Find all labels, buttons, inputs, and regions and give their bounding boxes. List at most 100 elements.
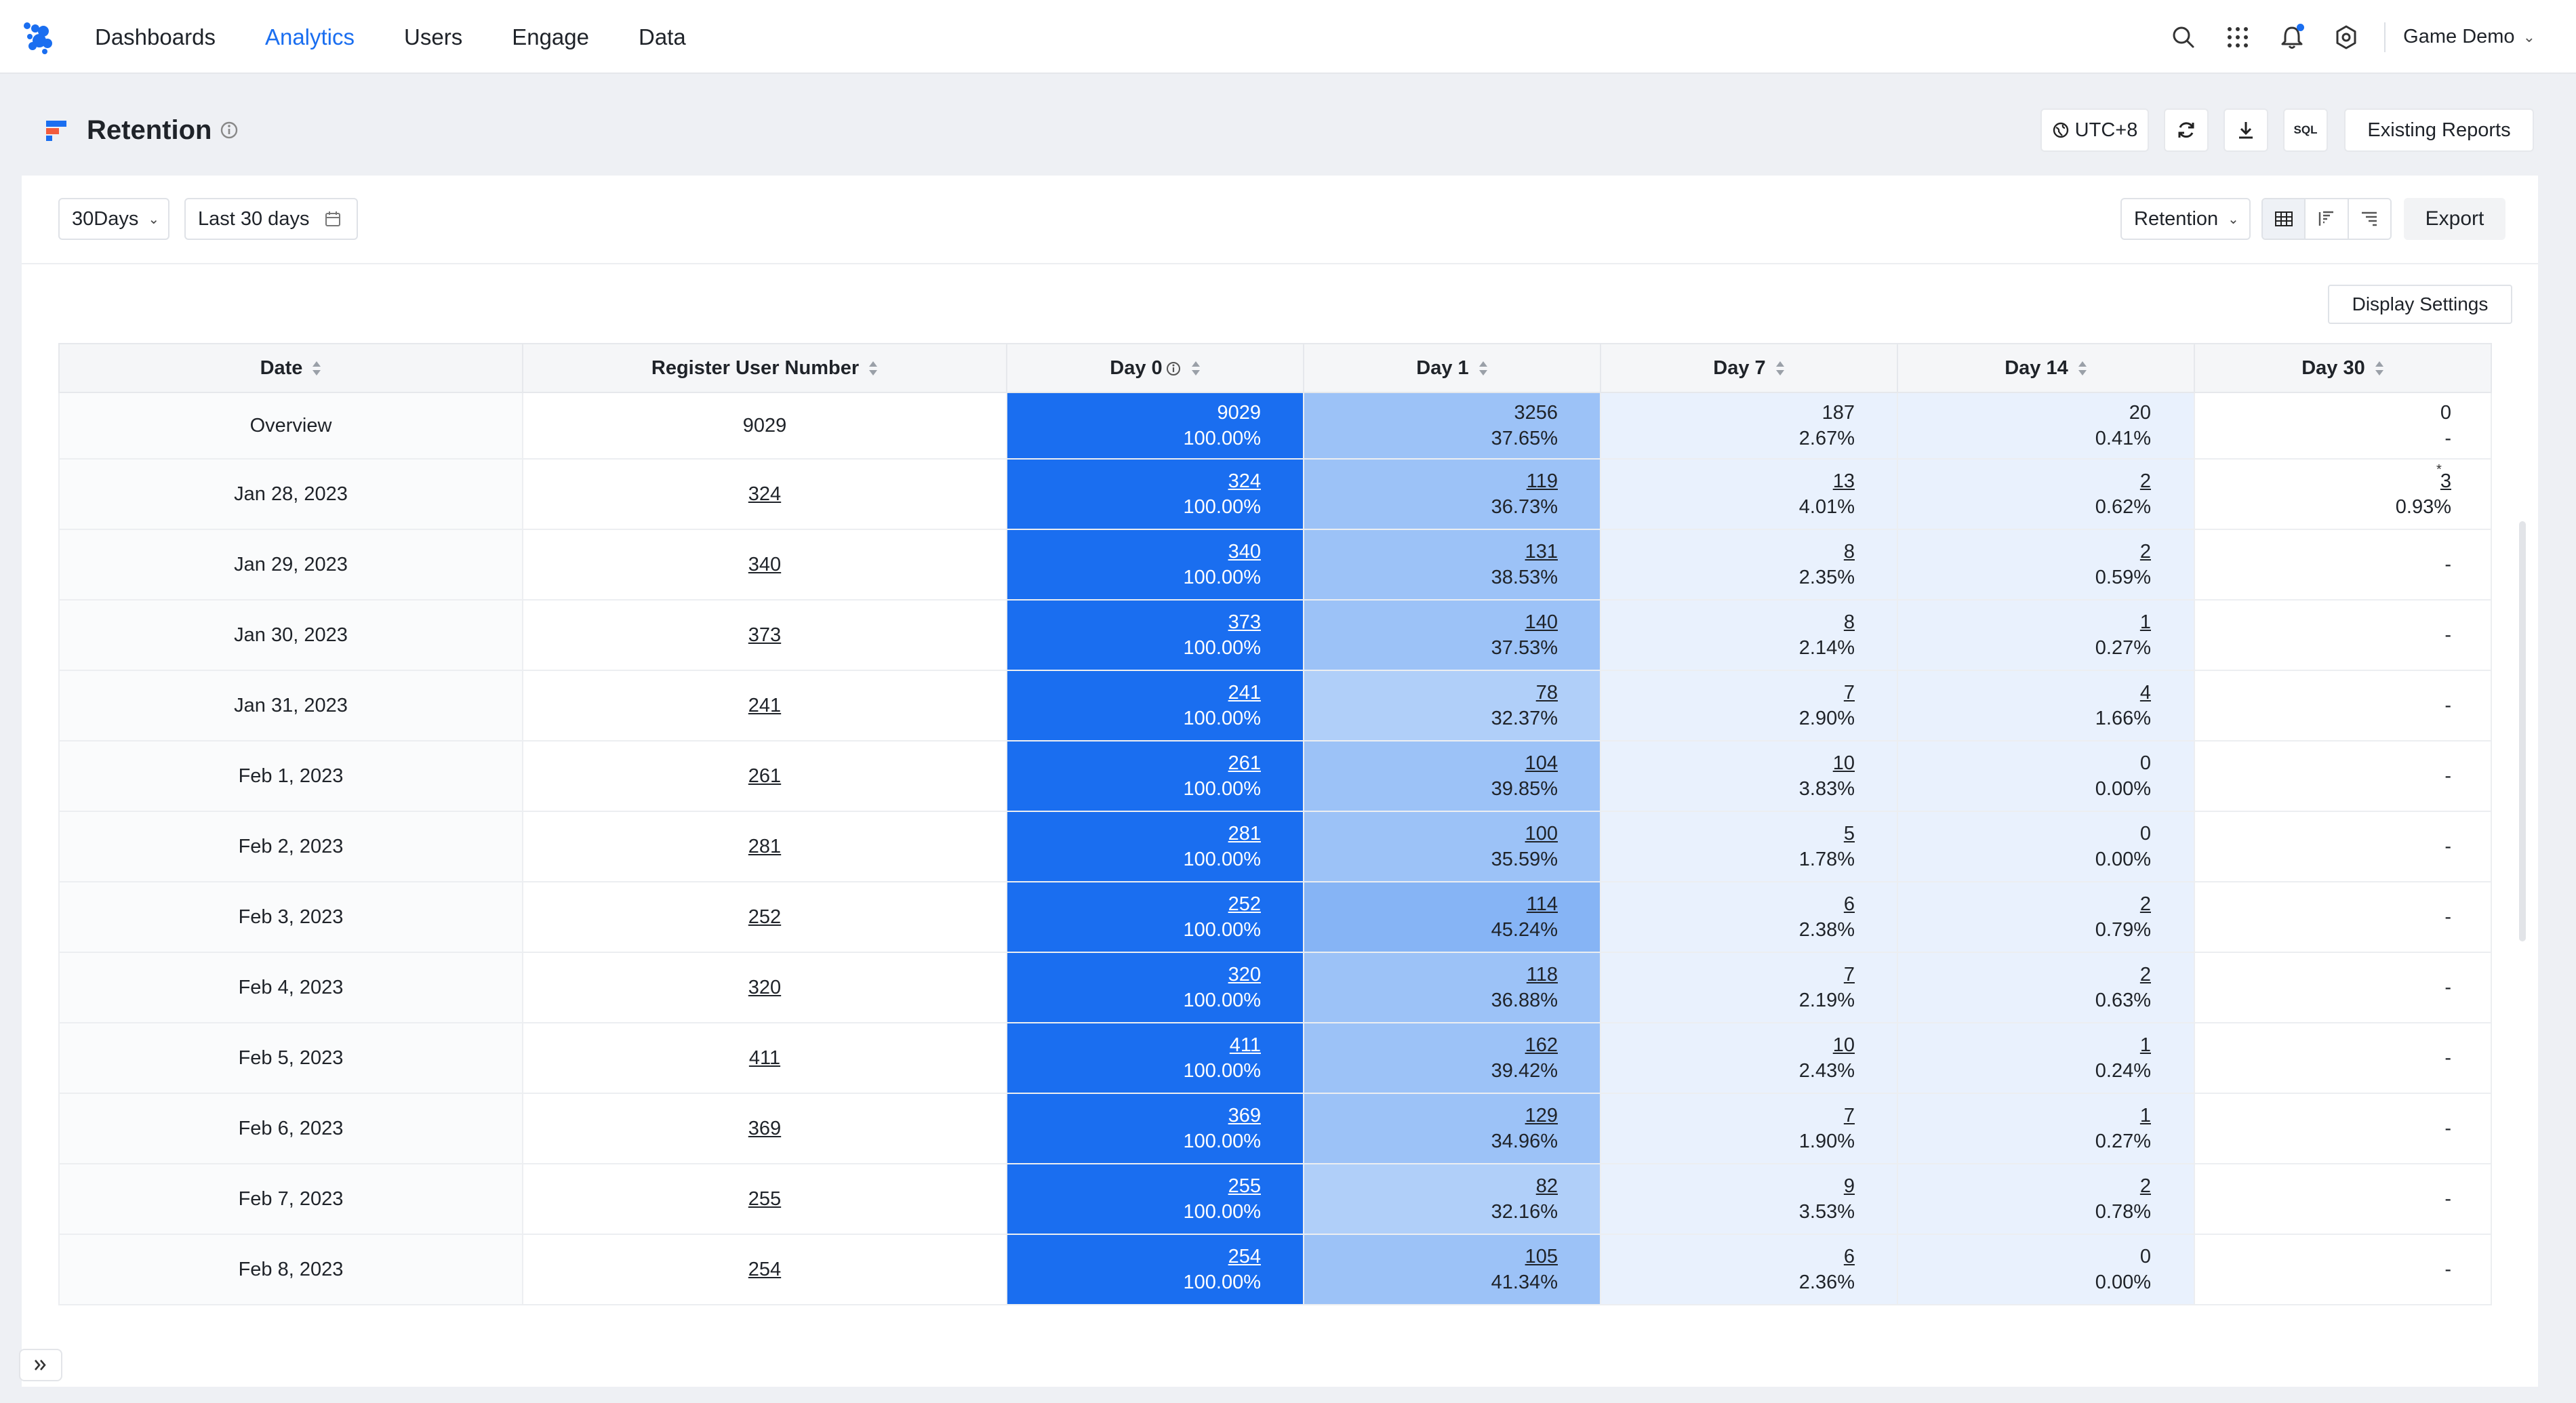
metric-select[interactable]: Retention ⌄ [2120, 198, 2251, 240]
retention-count-text[interactable]: 1 [2139, 1105, 2151, 1126]
retention-count[interactable]: 131 [1346, 539, 1558, 565]
register-user-value[interactable]: 281 [748, 835, 782, 857]
retention-count[interactable]: 129 [1346, 1103, 1558, 1128]
date-range-picker[interactable]: Last 30 days [184, 198, 358, 240]
retention-count-text[interactable]: 129 [1525, 1105, 1558, 1126]
retention-count-text[interactable]: 10 [1832, 752, 1855, 774]
retention-count-text[interactable]: 10 [1832, 1034, 1855, 1056]
retention-count-text[interactable]: 2 [2139, 964, 2151, 985]
retention-count-text[interactable]: 13 [1832, 470, 1855, 492]
retention-count[interactable]: 118 [1346, 962, 1558, 988]
retention-count[interactable]: 7 [1643, 1103, 1855, 1128]
retention-count[interactable]: 281 [1049, 821, 1261, 847]
retention-count[interactable]: 2 [1941, 962, 2151, 988]
retention-count[interactable]: 320 [1049, 962, 1261, 988]
nav-item-data[interactable]: Data [638, 24, 686, 49]
nav-item-users[interactable]: Users [404, 24, 463, 49]
retention-count[interactable]: 140 [1346, 609, 1558, 635]
register-user-cell[interactable]: 320 [523, 952, 1007, 1023]
register-user-cell[interactable]: 261 [523, 741, 1007, 812]
retention-count-text[interactable]: 131 [1525, 541, 1558, 563]
retention-count[interactable]: 241 [1049, 680, 1261, 706]
retention-count-text[interactable]: 241 [1228, 682, 1261, 704]
retention-count[interactable]: 162 [1346, 1032, 1558, 1058]
column-header-register-user-number[interactable]: Register User Number [523, 343, 1007, 393]
table-view-button[interactable] [2263, 199, 2306, 239]
timezone-button[interactable]: UTC+8 [2040, 108, 2149, 152]
nav-item-engage[interactable]: Engage [512, 24, 589, 49]
info-icon[interactable] [220, 121, 239, 140]
retention-count-text[interactable]: 1 [2139, 1034, 2151, 1056]
retention-count-text[interactable]: 104 [1525, 752, 1558, 774]
retention-count-text[interactable]: 3 [2440, 470, 2451, 492]
retention-count-text[interactable]: 5 [1843, 823, 1855, 845]
retention-count-text[interactable]: 261 [1228, 752, 1261, 774]
bell-icon[interactable] [2276, 21, 2308, 54]
retention-count[interactable]: 10 [1643, 750, 1855, 776]
retention-count-text[interactable]: 105 [1525, 1246, 1558, 1267]
retention-count[interactable]: 255 [1049, 1173, 1261, 1199]
retention-count-text[interactable]: 78 [1535, 682, 1558, 704]
register-user-value[interactable]: 252 [748, 906, 782, 928]
register-user-value[interactable]: 254 [748, 1258, 782, 1280]
retention-count[interactable]: 1 [1941, 1103, 2151, 1128]
apps-grid-icon[interactable] [2221, 21, 2254, 54]
retention-count[interactable]: 261 [1049, 750, 1261, 776]
column-header-day-7[interactable]: Day 7 [1601, 343, 1898, 393]
nav-item-dashboards[interactable]: Dashboards [95, 24, 216, 49]
retention-count-text[interactable]: 9 [1843, 1175, 1855, 1197]
retention-count[interactable]: 82 [1346, 1173, 1558, 1199]
retention-count[interactable]: 7 [1643, 680, 1855, 706]
retention-count[interactable]: 411 [1049, 1032, 1261, 1058]
expand-sidebar-button[interactable] [19, 1349, 62, 1381]
retention-count-text[interactable]: 114 [1526, 893, 1558, 915]
sort-icon[interactable] [2375, 361, 2384, 377]
retention-count[interactable]: 78 [1346, 680, 1558, 706]
register-user-cell[interactable]: 252 [523, 882, 1007, 953]
retention-count-text[interactable]: 411 [1229, 1034, 1261, 1056]
retention-count[interactable]: 114 [1346, 891, 1558, 917]
retention-count-text[interactable]: 373 [1228, 611, 1261, 633]
register-user-cell[interactable]: 255 [523, 1164, 1007, 1235]
retention-count-text[interactable]: 2 [2139, 1175, 2151, 1197]
retention-count-text[interactable]: 324 [1228, 470, 1261, 492]
retention-count[interactable]: 6 [1643, 891, 1855, 917]
retention-count-text[interactable]: 2 [2139, 893, 2151, 915]
retention-count[interactable]: 8 [1643, 609, 1855, 635]
retention-count[interactable]: 9 [1643, 1173, 1855, 1199]
retention-count[interactable]: 2 [1941, 891, 2151, 917]
retention-count[interactable]: 373 [1049, 609, 1261, 635]
retention-count[interactable]: 1 [1941, 609, 2151, 635]
retention-count-text[interactable]: 8 [1843, 541, 1855, 563]
retention-count[interactable]: 2 [1941, 1173, 2151, 1199]
register-user-cell[interactable]: 411 [523, 1023, 1007, 1094]
sort-icon[interactable] [1775, 361, 1785, 377]
retention-count-text[interactable]: 7 [1843, 1105, 1855, 1126]
retention-count[interactable]: 324 [1049, 468, 1261, 494]
retention-count-text[interactable]: 320 [1228, 964, 1261, 985]
register-user-value[interactable]: 241 [748, 694, 782, 716]
retention-count-text[interactable]: 6 [1843, 1246, 1855, 1267]
register-user-cell[interactable]: 254 [523, 1234, 1007, 1305]
register-user-cell[interactable]: 373 [523, 600, 1007, 671]
retention-count-text[interactable]: 281 [1228, 823, 1261, 845]
retention-count[interactable]: 2 [1941, 468, 2151, 494]
retention-count-text[interactable]: 7 [1843, 964, 1855, 985]
register-user-value[interactable]: 324 [748, 483, 782, 505]
retention-count[interactable]: 5 [1643, 821, 1855, 847]
app-logo-icon[interactable] [20, 20, 56, 56]
project-switcher[interactable]: Game Demo ⌄ [2403, 26, 2535, 48]
register-user-value[interactable]: 411 [748, 1046, 781, 1069]
retention-count[interactable]: 1 [1941, 1032, 2151, 1058]
retention-count-text[interactable]: 340 [1228, 541, 1261, 563]
cohort-chart-view-button[interactable] [2306, 199, 2349, 239]
register-user-value[interactable]: 340 [748, 553, 782, 575]
retention-count-text[interactable]: 8 [1843, 611, 1855, 633]
settings-icon[interactable] [2330, 21, 2362, 54]
retention-count[interactable]: 4 [1941, 680, 2151, 706]
column-header-date[interactable]: Date [58, 343, 523, 393]
retention-count-text[interactable]: 369 [1228, 1105, 1261, 1126]
retention-count[interactable]: 10 [1643, 1032, 1855, 1058]
export-button[interactable]: Export [2404, 198, 2505, 240]
retention-count[interactable]: 104 [1346, 750, 1558, 776]
